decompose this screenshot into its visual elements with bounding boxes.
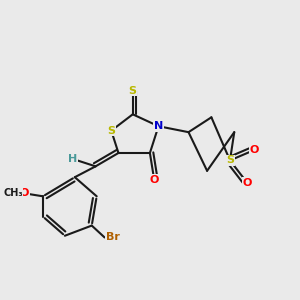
- Text: O: O: [250, 145, 259, 155]
- Text: O: O: [20, 188, 29, 198]
- Text: S: S: [107, 126, 115, 136]
- Text: S: S: [226, 155, 234, 165]
- Text: CH₃: CH₃: [3, 188, 23, 198]
- Text: O: O: [149, 175, 159, 185]
- Text: S: S: [129, 85, 137, 96]
- Text: N: N: [154, 121, 163, 131]
- Text: O: O: [242, 178, 252, 188]
- Text: Br: Br: [106, 232, 120, 242]
- Text: H: H: [68, 154, 77, 164]
